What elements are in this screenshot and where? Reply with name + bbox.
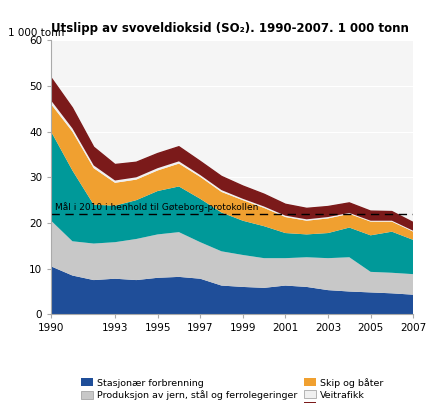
Legend: Stasjonær forbrenning, Produksjon av jern, stål og ferrolegeringer, Andre proses: Stasjonær forbrenning, Produksjon av jer… [78, 374, 387, 403]
Text: Utslipp av svoveldioksid (SO₂). 1990-2007. 1 000 tonn: Utslipp av svoveldioksid (SO₂). 1990-200… [51, 22, 409, 35]
Text: 1 000 tonn: 1 000 tonn [8, 27, 64, 37]
Text: Mål i 2010 i henhold til Gøteborg-protokollen: Mål i 2010 i henhold til Gøteborg-protok… [55, 202, 259, 212]
